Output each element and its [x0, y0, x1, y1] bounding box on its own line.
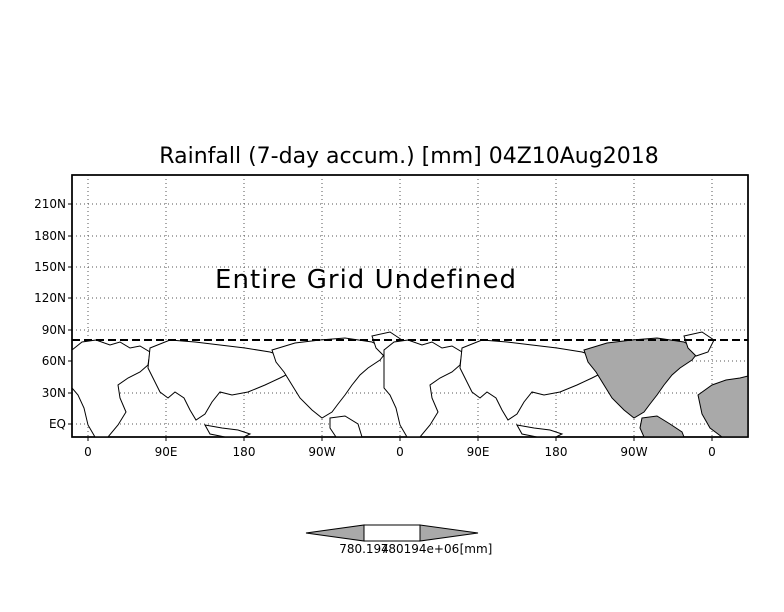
- indonesia-outline: [204, 424, 252, 438]
- y-tick-label: 30N: [42, 386, 66, 400]
- shaded-south-america: [639, 415, 685, 438]
- x-tick-label: 90W: [308, 445, 335, 459]
- colorbar-left-arrow: [305, 524, 365, 542]
- y-tick-label: 90N: [42, 323, 66, 337]
- map-title: Rainfall (7-day accum.) [mm] 04Z10Aug201…: [159, 144, 658, 169]
- continents-copy-1: [71, 331, 403, 438]
- y-tick-label: 180N: [34, 229, 66, 243]
- shaded-land: [583, 337, 749, 438]
- landmasses: [71, 331, 749, 438]
- x-tick-label: 90E: [155, 445, 178, 459]
- x-tick-label: 90W: [620, 445, 647, 459]
- shaded-north-america: [583, 337, 701, 419]
- asia-outline: [147, 339, 299, 421]
- colorbar-units: [mm]: [460, 542, 493, 556]
- colorbar-middle: [363, 524, 421, 542]
- europe-africa-outline: [71, 339, 151, 438]
- x-tick-label: 0: [396, 445, 404, 459]
- north-america-outline: [271, 337, 389, 419]
- indonesia-outline-2: [516, 424, 564, 438]
- x-tick-label: 180: [233, 445, 256, 459]
- y-tick-label: 60N: [42, 354, 66, 368]
- y-tick-label: EQ: [49, 417, 66, 431]
- x-tick-label: 0: [84, 445, 92, 459]
- greenland-outline-2: [683, 331, 715, 357]
- map-border: [71, 174, 749, 438]
- x-tick-label: 180: [545, 445, 568, 459]
- y-tick-label: 150N: [34, 260, 66, 274]
- x-axis: 0 90E 180 90W 0 90E 180 90W 0: [84, 437, 716, 459]
- colorbar-label-low: 780.194: [339, 542, 389, 556]
- y-tick-label: 210N: [34, 197, 66, 211]
- x-tick-label: 0: [708, 445, 716, 459]
- europe-africa-outline-2: [383, 339, 463, 438]
- undefined-grid-message: Entire Grid Undefined: [215, 265, 517, 295]
- colorbar-label-high: 780194e+06: [381, 542, 460, 556]
- continents-copy-2: [383, 339, 611, 438]
- colorbar-right-arrow: [419, 524, 479, 542]
- y-tick-label: 120N: [34, 291, 66, 305]
- x-tick-label: 90E: [467, 445, 490, 459]
- y-axis: 210N 180N 150N 120N 90N 60N 30N EQ: [34, 197, 72, 431]
- asia-outline-2: [459, 339, 611, 421]
- colorbar: 780.194 780194e+06 [mm]: [305, 524, 493, 556]
